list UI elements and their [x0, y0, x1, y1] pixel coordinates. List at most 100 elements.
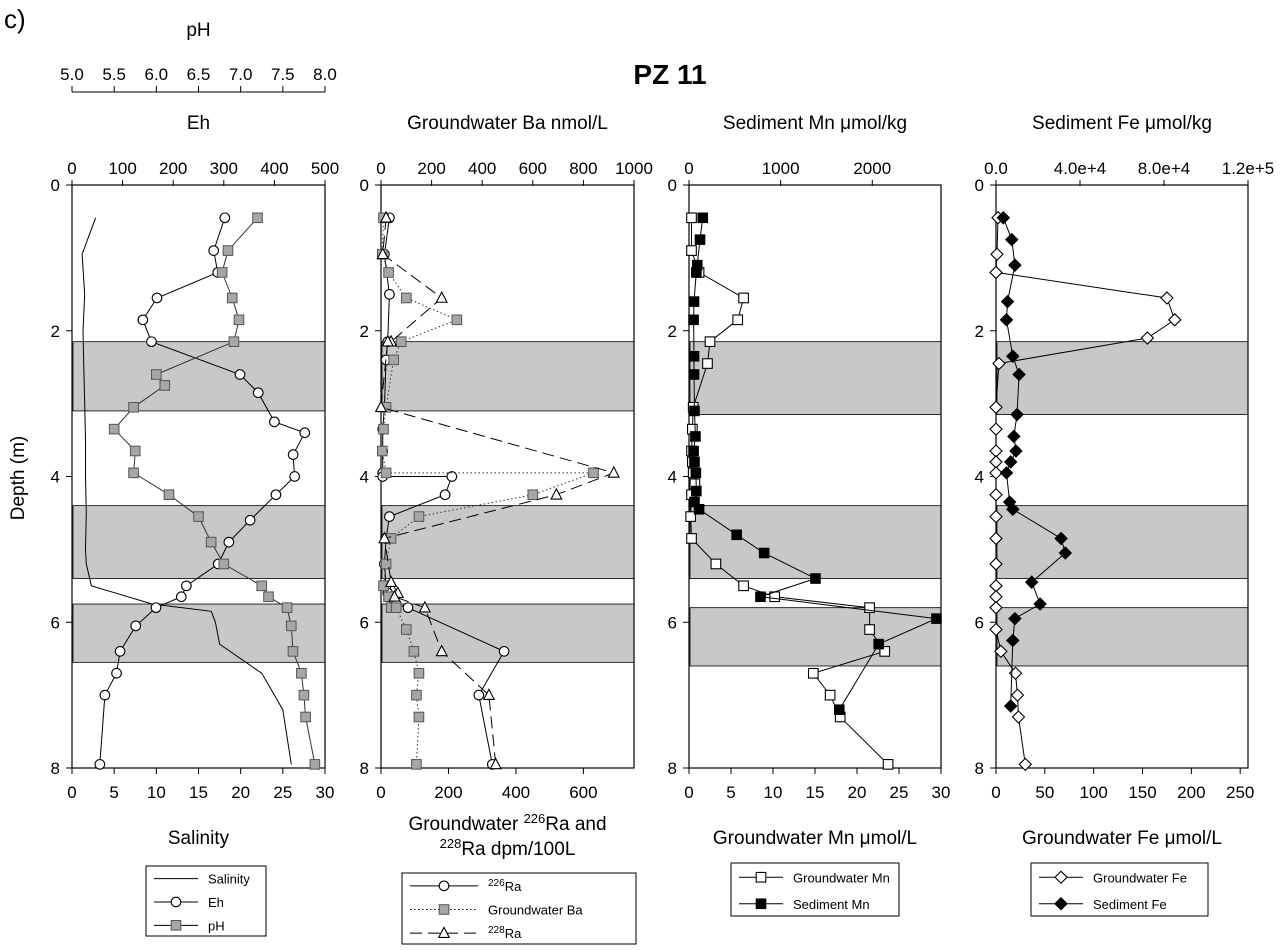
data-point [738, 292, 749, 304]
data-point [402, 602, 414, 614]
data-point [697, 212, 709, 224]
data-point [159, 380, 171, 391]
top-tick-label: 300 [210, 159, 238, 178]
legend-label: Groundwater Ba [488, 903, 583, 918]
legend-label: Groundwater Fe [1093, 870, 1187, 885]
bottom-tick-label: 5 [109, 783, 118, 802]
legend-swatch-marker [755, 871, 767, 883]
data-point [451, 314, 463, 326]
bottom-tick-label: 15 [806, 783, 825, 802]
data-point [1007, 429, 1021, 444]
data-point [151, 369, 162, 380]
data-point [193, 511, 204, 522]
data-point [150, 602, 162, 614]
top-tick-label: 200 [417, 159, 445, 178]
data-point [244, 514, 256, 526]
y-tick-label: 0 [360, 176, 369, 195]
bottom-tick-label: 600 [569, 783, 597, 802]
bottom-tick-label: 250 [1226, 783, 1254, 802]
data-point [111, 667, 122, 679]
legend-label: Groundwater Mn [793, 870, 890, 885]
legend-label-part: Ra [505, 926, 522, 941]
bottom-tick-label: 0 [684, 783, 693, 802]
data-point [216, 267, 228, 278]
bottom-tick-label: 30 [932, 783, 951, 802]
data-point [1003, 699, 1018, 713]
data-point [833, 704, 845, 716]
series-salinity [81, 217, 292, 765]
data-point [299, 427, 311, 439]
top-axis-label: Groundwater Ba nmol/L [407, 113, 608, 134]
top-tick-label: 6.5 [187, 65, 211, 84]
data-point [989, 487, 1003, 502]
data-point [1167, 313, 1182, 327]
top-tick-label: 1000 [615, 159, 653, 178]
data-point [704, 336, 716, 348]
y-tick-label: 8 [668, 759, 677, 778]
data-point [413, 711, 425, 723]
top-axis-label: Sediment Mn μmol/kg [723, 113, 907, 134]
data-point [219, 212, 231, 224]
bottom-tick-label: 30 [316, 783, 335, 802]
data-point [130, 620, 142, 632]
y-tick-label: 2 [975, 322, 984, 341]
bottom-axis-label: Groundwater Mn μmol/L [713, 828, 917, 849]
data-point [298, 689, 310, 701]
data-point [489, 757, 502, 770]
data-point [686, 212, 697, 224]
series-groundwater-ba [376, 212, 599, 770]
data-point [218, 558, 230, 570]
data-point [376, 445, 388, 457]
data-point [270, 489, 282, 501]
data-point [285, 620, 297, 632]
legend-swatch-marker [170, 896, 182, 908]
bottom-tick-label: 10 [147, 783, 166, 802]
data-point [689, 456, 700, 468]
data-point [1160, 291, 1174, 305]
top-tick-label: 2000 [853, 159, 891, 178]
data-point [1010, 407, 1024, 422]
y-tick-label: 6 [668, 613, 677, 632]
y-tick-label: 2 [51, 322, 60, 341]
data-point [1058, 546, 1073, 560]
data-point [300, 711, 311, 723]
legend-label: 226Ra [488, 878, 522, 894]
series-line [380, 217, 616, 765]
data-point [205, 536, 217, 548]
y-tick-label: 2 [360, 322, 369, 341]
data-point [252, 212, 263, 224]
data-point [380, 467, 392, 479]
top-tick-label: 7.5 [271, 65, 295, 84]
data-point [439, 489, 451, 501]
legend-label: 228Ra [488, 925, 522, 941]
data-point [128, 401, 139, 413]
data-point [879, 646, 891, 657]
data-point [989, 265, 1003, 280]
data-point [688, 314, 699, 326]
top-tick-label: 1.2e+5 [1222, 159, 1274, 178]
data-point [226, 292, 238, 304]
top-tick-label: 7.0 [229, 65, 253, 84]
y-tick-label: 6 [51, 613, 60, 632]
data-point [384, 575, 398, 588]
data-point [690, 431, 701, 442]
series-228ra [374, 210, 620, 770]
data-point [1018, 757, 1033, 772]
y-tick-label: 4 [975, 468, 984, 487]
y-tick-label: 8 [360, 759, 369, 778]
y-tick-label: 4 [360, 468, 369, 487]
data-point [758, 547, 770, 559]
series-line [690, 217, 889, 765]
legend: Groundwater Fe Sediment Fe [1030, 862, 1209, 917]
data-point [381, 334, 394, 347]
shaded-band [689, 607, 942, 667]
y-tick-label: 6 [360, 613, 369, 632]
bottom-tick-label: 100 [1079, 783, 1107, 802]
data-point [755, 591, 766, 603]
data-point [864, 624, 875, 635]
data-point [873, 638, 884, 650]
data-point [390, 602, 402, 613]
top-tick-label: 1000 [762, 159, 800, 178]
top-tick-label: 0 [376, 159, 385, 178]
